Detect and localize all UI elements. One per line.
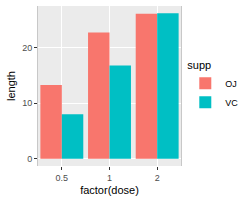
svg-text:supp: supp (187, 59, 211, 71)
svg-text:VC: VC (225, 98, 238, 108)
svg-text:10: 10 (22, 98, 32, 108)
svg-text:1: 1 (107, 173, 112, 183)
svg-text:0: 0 (27, 154, 32, 164)
svg-text:2: 2 (155, 173, 160, 183)
svg-text:length: length (5, 71, 17, 101)
svg-text:20: 20 (22, 43, 32, 53)
svg-text:OJ: OJ (225, 79, 237, 89)
svg-text:0.5: 0.5 (56, 173, 69, 183)
svg-text:factor(dose): factor(dose) (80, 184, 139, 196)
